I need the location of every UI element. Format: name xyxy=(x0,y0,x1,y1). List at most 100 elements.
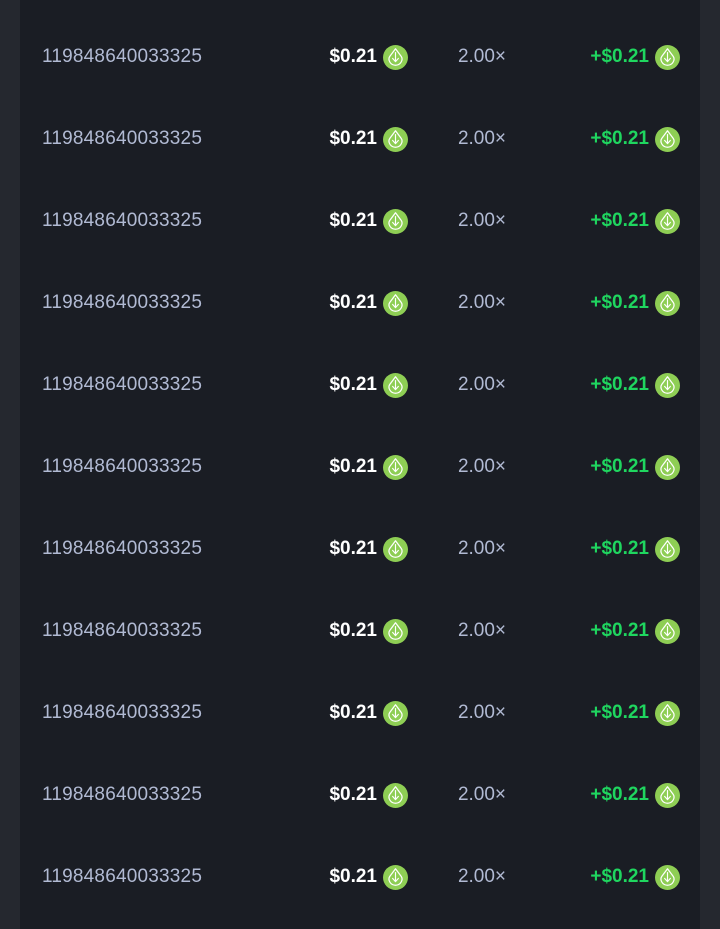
eos-coin-icon xyxy=(655,536,680,562)
multiplier-cell: 2.00× xyxy=(457,128,507,149)
payout-value: +$0.21 xyxy=(590,620,649,641)
eos-coin-icon xyxy=(383,44,408,70)
bet-id-cell[interactable]: 119848640033325 xyxy=(42,374,203,395)
bet-amount-cell: $0.21 xyxy=(280,44,420,70)
bet-amount-cell: $0.21 xyxy=(280,536,420,562)
payout-cell: +$0.21 xyxy=(544,700,700,726)
payout-value: +$0.21 xyxy=(590,210,649,231)
bet-id-cell[interactable]: 119848640033325 xyxy=(42,128,203,149)
eos-coin-icon xyxy=(383,782,408,808)
eos-coin-icon xyxy=(655,864,680,890)
table-row[interactable]: 119848640033325 $0.21 2.00× +$0.21 xyxy=(20,344,700,426)
table-row[interactable]: 119848640033325 $0.21 2.00× +$0.21 xyxy=(20,590,700,672)
eos-coin-icon xyxy=(655,454,680,480)
bet-id-cell[interactable]: 119848640033325 xyxy=(42,456,203,477)
multiplier-cell: 2.00× xyxy=(457,702,507,723)
bet-amount-value: $0.21 xyxy=(329,292,377,313)
bet-amount-cell: $0.21 xyxy=(280,618,420,644)
bet-amount-value: $0.21 xyxy=(329,128,377,149)
eos-coin-icon xyxy=(655,782,680,808)
bet-amount-value: $0.21 xyxy=(329,784,377,805)
multiplier-cell: 2.00× xyxy=(457,210,507,231)
payout-value: +$0.21 xyxy=(590,702,649,723)
multiplier-cell: 2.00× xyxy=(457,456,507,477)
bet-id-cell[interactable]: 119848640033325 xyxy=(42,702,203,723)
bet-id-cell[interactable]: 119848640033325 xyxy=(42,46,203,67)
payout-cell: +$0.21 xyxy=(544,618,700,644)
eos-coin-icon xyxy=(655,44,680,70)
payout-cell: +$0.21 xyxy=(544,372,700,398)
bet-id-cell[interactable]: 119848640033325 xyxy=(42,620,203,641)
payout-cell: +$0.21 xyxy=(544,536,700,562)
bet-id-cell[interactable]: 119848640033325 xyxy=(42,784,203,805)
eos-coin-icon xyxy=(383,454,408,480)
eos-coin-icon xyxy=(655,290,680,316)
payout-cell: +$0.21 xyxy=(544,454,700,480)
bet-amount-cell: $0.21 xyxy=(280,290,420,316)
eos-coin-icon xyxy=(655,700,680,726)
eos-coin-icon xyxy=(655,372,680,398)
bet-history-panel[interactable]: 119848640033325 $0.21 2.00× +$0.21 xyxy=(20,0,700,929)
bet-id-cell[interactable]: 119848640033325 xyxy=(42,866,203,887)
table-row[interactable]: 119848640033325 $0.21 2.00× +$0.21 xyxy=(20,16,700,98)
bet-amount-value: $0.21 xyxy=(329,538,377,559)
table-row[interactable]: 119848640033325 $0.21 2.00× +$0.21 xyxy=(20,672,700,754)
multiplier-cell: 2.00× xyxy=(457,620,507,641)
multiplier-cell: 2.00× xyxy=(457,292,507,313)
table-row[interactable]: 119848640033325 $0.21 2.00× +$0.21 xyxy=(20,508,700,590)
payout-value: +$0.21 xyxy=(590,374,649,395)
bet-amount-cell: $0.21 xyxy=(280,864,420,890)
eos-coin-icon xyxy=(383,618,408,644)
table-row[interactable]: 119848640033325 $0.21 2.00× +$0.21 xyxy=(20,836,700,918)
payout-cell: +$0.21 xyxy=(544,44,700,70)
multiplier-cell: 2.00× xyxy=(457,46,507,67)
eos-coin-icon xyxy=(383,208,408,234)
payout-cell: +$0.21 xyxy=(544,782,700,808)
bet-amount-value: $0.21 xyxy=(329,46,377,67)
multiplier-cell: 2.00× xyxy=(457,866,507,887)
eos-coin-icon xyxy=(383,290,408,316)
bet-amount-value: $0.21 xyxy=(329,456,377,477)
bet-amount-value: $0.21 xyxy=(329,620,377,641)
table-row[interactable]: 119848640033325 $0.21 2.00× +$0.21 xyxy=(20,262,700,344)
bet-amount-cell: $0.21 xyxy=(280,126,420,152)
eos-coin-icon xyxy=(655,208,680,234)
payout-value: +$0.21 xyxy=(590,292,649,313)
eos-coin-icon xyxy=(655,126,680,152)
payout-cell: +$0.21 xyxy=(544,126,700,152)
bet-amount-value: $0.21 xyxy=(329,866,377,887)
bet-amount-cell: $0.21 xyxy=(280,372,420,398)
bet-amount-value: $0.21 xyxy=(329,210,377,231)
eos-coin-icon xyxy=(383,126,408,152)
eos-coin-icon xyxy=(383,536,408,562)
table-row[interactable]: 119848640033325 $0.21 2.00× +$0.21 xyxy=(20,98,700,180)
multiplier-cell: 2.00× xyxy=(457,538,507,559)
bet-amount-cell: $0.21 xyxy=(280,700,420,726)
bet-amount-cell: $0.21 xyxy=(280,782,420,808)
bet-id-cell[interactable]: 119848640033325 xyxy=(42,210,203,231)
eos-coin-icon xyxy=(383,700,408,726)
multiplier-cell: 2.00× xyxy=(457,374,507,395)
bet-id-cell[interactable]: 119848640033325 xyxy=(42,538,203,559)
multiplier-cell: 2.00× xyxy=(457,784,507,805)
bet-id-cell[interactable]: 119848640033325 xyxy=(42,292,203,313)
payout-value: +$0.21 xyxy=(590,784,649,805)
payout-value: +$0.21 xyxy=(590,538,649,559)
eos-coin-icon xyxy=(383,864,408,890)
eos-coin-icon xyxy=(655,618,680,644)
bet-amount-cell: $0.21 xyxy=(280,454,420,480)
bet-amount-value: $0.21 xyxy=(329,702,377,723)
table-row[interactable]: 119848640033325 $0.21 2.00× +$0.21 xyxy=(20,180,700,262)
bet-amount-cell: $0.21 xyxy=(280,208,420,234)
payout-value: +$0.21 xyxy=(590,456,649,477)
payout-value: +$0.21 xyxy=(590,128,649,149)
payout-value: +$0.21 xyxy=(590,46,649,67)
table-row[interactable]: 119848640033325 $0.21 2.00× +$0.21 xyxy=(20,426,700,508)
table-row[interactable]: 119848640033325 $0.21 2.00× +$0.21 xyxy=(20,754,700,836)
payout-cell: +$0.21 xyxy=(544,864,700,890)
payout-value: +$0.21 xyxy=(590,866,649,887)
payout-cell: +$0.21 xyxy=(544,290,700,316)
eos-coin-icon xyxy=(383,372,408,398)
bet-history-rows: 119848640033325 $0.21 2.00× +$0.21 xyxy=(20,0,700,918)
